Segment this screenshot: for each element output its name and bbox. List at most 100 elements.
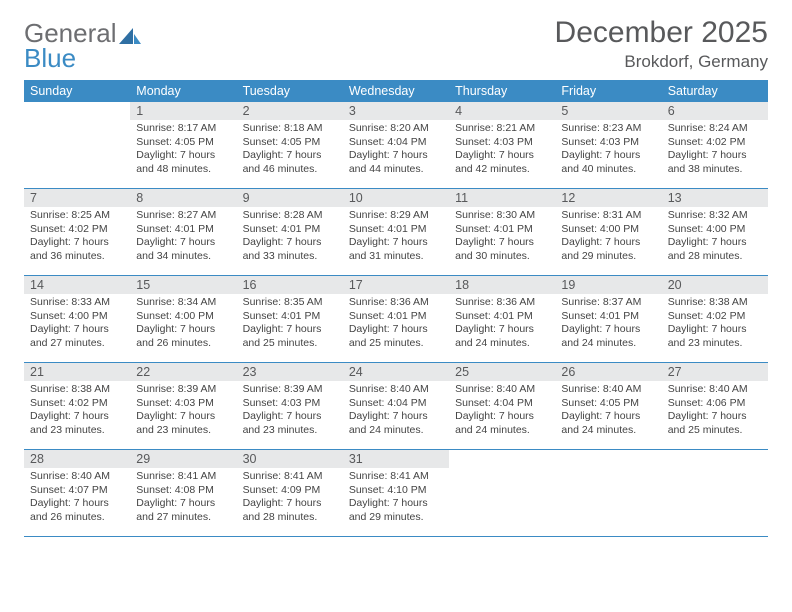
title-block: December 2025 Brokdorf, Germany [555,16,768,72]
day-details: Sunrise: 8:25 AMSunset: 4:02 PMDaylight:… [24,207,130,268]
day-number: 30 [237,450,343,468]
calendar-day-cell: 24Sunrise: 8:40 AMSunset: 4:04 PMDayligh… [343,363,449,450]
day-details: Sunrise: 8:17 AMSunset: 4:05 PMDaylight:… [130,120,236,181]
calendar-day-cell: 22Sunrise: 8:39 AMSunset: 4:03 PMDayligh… [130,363,236,450]
calendar-day-cell: 14Sunrise: 8:33 AMSunset: 4:00 PMDayligh… [24,276,130,363]
day-details: Sunrise: 8:18 AMSunset: 4:05 PMDaylight:… [237,120,343,181]
weekday-header: Friday [555,80,661,102]
calendar-day-cell: 1Sunrise: 8:17 AMSunset: 4:05 PMDaylight… [130,102,236,189]
calendar-day-cell: 9Sunrise: 8:28 AMSunset: 4:01 PMDaylight… [237,189,343,276]
day-number: 11 [449,189,555,207]
day-details: Sunrise: 8:40 AMSunset: 4:05 PMDaylight:… [555,381,661,442]
calendar-day-cell: 28Sunrise: 8:40 AMSunset: 4:07 PMDayligh… [24,450,130,537]
day-details: Sunrise: 8:24 AMSunset: 4:02 PMDaylight:… [662,120,768,181]
calendar-week-row: ..1Sunrise: 8:17 AMSunset: 4:05 PMDaylig… [24,102,768,189]
calendar-week-row: 7Sunrise: 8:25 AMSunset: 4:02 PMDaylight… [24,189,768,276]
day-details: Sunrise: 8:28 AMSunset: 4:01 PMDaylight:… [237,207,343,268]
day-details: Sunrise: 8:40 AMSunset: 4:06 PMDaylight:… [662,381,768,442]
weekday-header: Saturday [662,80,768,102]
calendar-table: SundayMondayTuesdayWednesdayThursdayFrid… [24,80,768,537]
day-number: 23 [237,363,343,381]
day-number: 22 [130,363,236,381]
day-number: 18 [449,276,555,294]
calendar-day-cell: 6Sunrise: 8:24 AMSunset: 4:02 PMDaylight… [662,102,768,189]
weekday-header: Tuesday [237,80,343,102]
calendar-day-cell: 3Sunrise: 8:20 AMSunset: 4:04 PMDaylight… [343,102,449,189]
header: General Blue December 2025 Brokdorf, Ger… [24,16,768,72]
calendar-day-cell: 5Sunrise: 8:23 AMSunset: 4:03 PMDaylight… [555,102,661,189]
calendar-day-cell: 17Sunrise: 8:36 AMSunset: 4:01 PMDayligh… [343,276,449,363]
day-number: 17 [343,276,449,294]
calendar-day-cell: 16Sunrise: 8:35 AMSunset: 4:01 PMDayligh… [237,276,343,363]
calendar-day-cell: 20Sunrise: 8:38 AMSunset: 4:02 PMDayligh… [662,276,768,363]
day-number: 12 [555,189,661,207]
day-details: Sunrise: 8:41 AMSunset: 4:10 PMDaylight:… [343,468,449,529]
day-number: 21 [24,363,130,381]
calendar-day-cell: 12Sunrise: 8:31 AMSunset: 4:00 PMDayligh… [555,189,661,276]
calendar-day-cell: 27Sunrise: 8:40 AMSunset: 4:06 PMDayligh… [662,363,768,450]
day-number: 24 [343,363,449,381]
day-number: 16 [237,276,343,294]
day-details: Sunrise: 8:29 AMSunset: 4:01 PMDaylight:… [343,207,449,268]
weekday-header: Thursday [449,80,555,102]
day-number: 20 [662,276,768,294]
day-details: Sunrise: 8:27 AMSunset: 4:01 PMDaylight:… [130,207,236,268]
logo-sail-icon [119,26,141,51]
day-details: Sunrise: 8:36 AMSunset: 4:01 PMDaylight:… [449,294,555,355]
calendar-week-row: 28Sunrise: 8:40 AMSunset: 4:07 PMDayligh… [24,450,768,537]
day-number: 4 [449,102,555,120]
day-number: 29 [130,450,236,468]
day-details: Sunrise: 8:39 AMSunset: 4:03 PMDaylight:… [130,381,236,442]
calendar-day-cell: 11Sunrise: 8:30 AMSunset: 4:01 PMDayligh… [449,189,555,276]
weekday-header: Wednesday [343,80,449,102]
day-details: Sunrise: 8:40 AMSunset: 4:04 PMDaylight:… [343,381,449,442]
day-number: 31 [343,450,449,468]
calendar-day-cell: 8Sunrise: 8:27 AMSunset: 4:01 PMDaylight… [130,189,236,276]
day-details: Sunrise: 8:20 AMSunset: 4:04 PMDaylight:… [343,120,449,181]
day-details: Sunrise: 8:31 AMSunset: 4:00 PMDaylight:… [555,207,661,268]
calendar-day-cell: 21Sunrise: 8:38 AMSunset: 4:02 PMDayligh… [24,363,130,450]
calendar-day-cell: .. [555,450,661,537]
calendar-day-cell: 25Sunrise: 8:40 AMSunset: 4:04 PMDayligh… [449,363,555,450]
calendar-week-row: 14Sunrise: 8:33 AMSunset: 4:00 PMDayligh… [24,276,768,363]
calendar-day-cell: 15Sunrise: 8:34 AMSunset: 4:00 PMDayligh… [130,276,236,363]
day-number: 1 [130,102,236,120]
day-details: Sunrise: 8:21 AMSunset: 4:03 PMDaylight:… [449,120,555,181]
day-details: Sunrise: 8:41 AMSunset: 4:08 PMDaylight:… [130,468,236,529]
day-details: Sunrise: 8:37 AMSunset: 4:01 PMDaylight:… [555,294,661,355]
calendar-head: SundayMondayTuesdayWednesdayThursdayFrid… [24,80,768,102]
day-number: 26 [555,363,661,381]
day-number: 2 [237,102,343,120]
day-details: Sunrise: 8:40 AMSunset: 4:04 PMDaylight:… [449,381,555,442]
weekday-header: Sunday [24,80,130,102]
day-details: Sunrise: 8:38 AMSunset: 4:02 PMDaylight:… [662,294,768,355]
calendar-day-cell: 19Sunrise: 8:37 AMSunset: 4:01 PMDayligh… [555,276,661,363]
calendar-day-cell: .. [662,450,768,537]
day-number: 27 [662,363,768,381]
day-number: 5 [555,102,661,120]
logo-line2: Blue [24,45,117,71]
month-title: December 2025 [555,16,768,50]
calendar-week-row: 21Sunrise: 8:38 AMSunset: 4:02 PMDayligh… [24,363,768,450]
day-details: Sunrise: 8:34 AMSunset: 4:00 PMDaylight:… [130,294,236,355]
calendar-day-cell: .. [24,102,130,189]
day-number: 15 [130,276,236,294]
weekday-header: Monday [130,80,236,102]
day-details: Sunrise: 8:35 AMSunset: 4:01 PMDaylight:… [237,294,343,355]
day-details: Sunrise: 8:39 AMSunset: 4:03 PMDaylight:… [237,381,343,442]
day-details: Sunrise: 8:41 AMSunset: 4:09 PMDaylight:… [237,468,343,529]
day-number: 9 [237,189,343,207]
day-details: Sunrise: 8:40 AMSunset: 4:07 PMDaylight:… [24,468,130,529]
day-number: 3 [343,102,449,120]
calendar-day-cell: 31Sunrise: 8:41 AMSunset: 4:10 PMDayligh… [343,450,449,537]
calendar-day-cell: 10Sunrise: 8:29 AMSunset: 4:01 PMDayligh… [343,189,449,276]
calendar-body: ..1Sunrise: 8:17 AMSunset: 4:05 PMDaylig… [24,102,768,537]
calendar-day-cell: 29Sunrise: 8:41 AMSunset: 4:08 PMDayligh… [130,450,236,537]
day-number: 8 [130,189,236,207]
day-number: 25 [449,363,555,381]
calendar-day-cell: 2Sunrise: 8:18 AMSunset: 4:05 PMDaylight… [237,102,343,189]
calendar-day-cell: 30Sunrise: 8:41 AMSunset: 4:09 PMDayligh… [237,450,343,537]
location: Brokdorf, Germany [555,52,768,72]
calendar-day-cell: 26Sunrise: 8:40 AMSunset: 4:05 PMDayligh… [555,363,661,450]
day-number: 13 [662,189,768,207]
